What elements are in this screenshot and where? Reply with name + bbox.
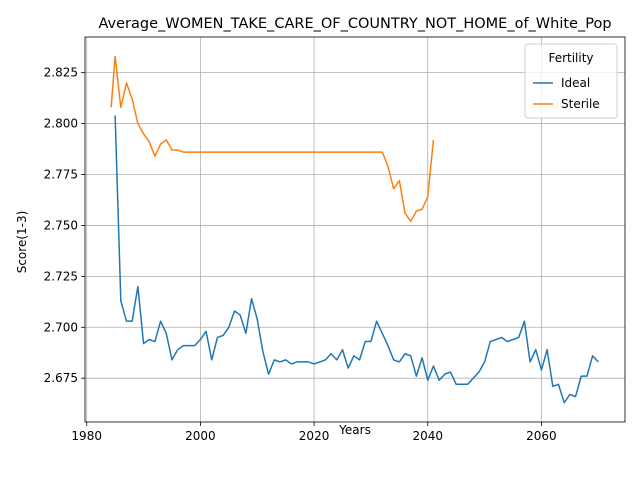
x-axis-label: Years: [338, 423, 371, 437]
x-tick-label: 2040: [412, 429, 443, 443]
y-tick-label: 2.825: [44, 66, 78, 80]
axes-frame: [84, 36, 626, 423]
y-tick-label: 2.675: [44, 371, 78, 385]
y-tick-label: 2.800: [44, 117, 78, 131]
series-line-sterile: [110, 55, 435, 223]
legend: Fertility Ideal Sterile: [524, 43, 618, 119]
legend-label-sterile: Sterile: [561, 97, 600, 111]
chart-title: Average_WOMEN_TAKE_CARE_OF_COUNTRY_NOT_H…: [98, 16, 611, 32]
x-tick-label: 2000: [185, 429, 216, 443]
legend-title: Fertility: [548, 51, 593, 65]
x-tick-label: 2060: [526, 429, 557, 443]
y-axis-label: Score(1-3): [15, 211, 29, 274]
legend-label-ideal: Ideal: [561, 76, 590, 90]
series-line-ideal: [114, 115, 599, 404]
y-tick-label: 2.725: [44, 269, 78, 283]
y-tick-label: 2.700: [44, 320, 78, 334]
legend-box: [524, 43, 618, 119]
x-tick-label: 2020: [299, 429, 330, 443]
plot-area: 1980 2000 2020 2040 2060 2.675 2.700 2.725 2.750…: [44, 36, 626, 443]
y-tick-label: 2.750: [44, 218, 78, 232]
y-tick-label: 2.775: [44, 168, 78, 182]
x-tick-label: 1980: [71, 429, 102, 443]
